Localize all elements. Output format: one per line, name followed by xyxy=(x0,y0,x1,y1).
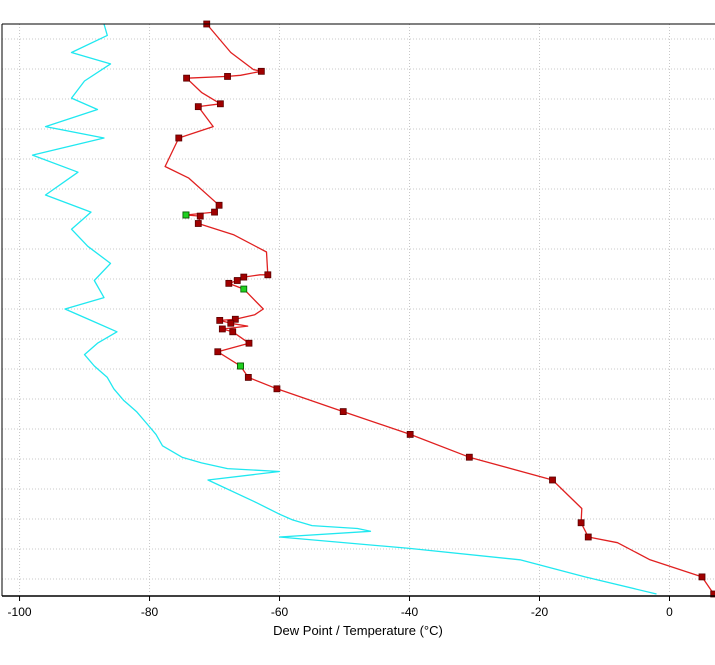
temperature-marker xyxy=(216,316,224,324)
temperature-marker xyxy=(224,73,231,80)
temperature-marker xyxy=(175,134,183,142)
x-axis: -100 -80 -60 -40 -20 0 xyxy=(8,596,673,619)
x-tick-label: -40 xyxy=(401,605,419,619)
temperature-marker xyxy=(229,328,237,336)
temperature-marker xyxy=(339,408,347,416)
x-tick-label: -100 xyxy=(8,605,32,619)
temperature-marker xyxy=(225,279,233,287)
temperature-marker xyxy=(264,271,272,279)
temperature-marker xyxy=(245,339,253,347)
temperature-marker xyxy=(196,212,204,220)
temperature-marker xyxy=(465,453,473,461)
temperature-marker xyxy=(584,533,592,541)
temperature-marker xyxy=(577,519,585,527)
dew-point-line xyxy=(31,23,657,595)
x-tick-label: -20 xyxy=(531,605,549,619)
temperature-marker xyxy=(710,590,715,598)
temperature-marker xyxy=(216,100,224,108)
temperature-marker xyxy=(273,385,281,393)
marker-layer xyxy=(175,20,715,598)
x-tick-label: 0 xyxy=(666,605,673,619)
flagged-marker xyxy=(182,211,190,219)
temperature-marker xyxy=(183,74,190,82)
flagged-marker xyxy=(237,362,244,370)
temperature-marker xyxy=(244,373,252,381)
plot-area xyxy=(1,20,715,598)
temperature-marker xyxy=(218,325,226,333)
temperature-marker xyxy=(233,277,241,284)
temperature-marker xyxy=(194,220,202,227)
temperature-marker xyxy=(240,273,248,281)
x-tick-label: -80 xyxy=(141,605,159,619)
flagged-marker xyxy=(240,285,248,293)
x-tick-label: -60 xyxy=(271,605,289,619)
temperature-marker xyxy=(214,348,222,356)
temperature-marker xyxy=(194,103,202,111)
temperature-marker xyxy=(406,430,414,438)
temperature-marker xyxy=(231,315,239,323)
temperature-marker xyxy=(549,476,556,484)
x-axis-label: Dew Point / Temperature (°C) xyxy=(273,623,443,638)
temperature-marker xyxy=(227,319,235,327)
temperature-marker xyxy=(698,573,706,581)
temperature-marker xyxy=(211,208,218,216)
temperature-marker xyxy=(215,201,223,209)
temperature-marker xyxy=(257,67,265,75)
